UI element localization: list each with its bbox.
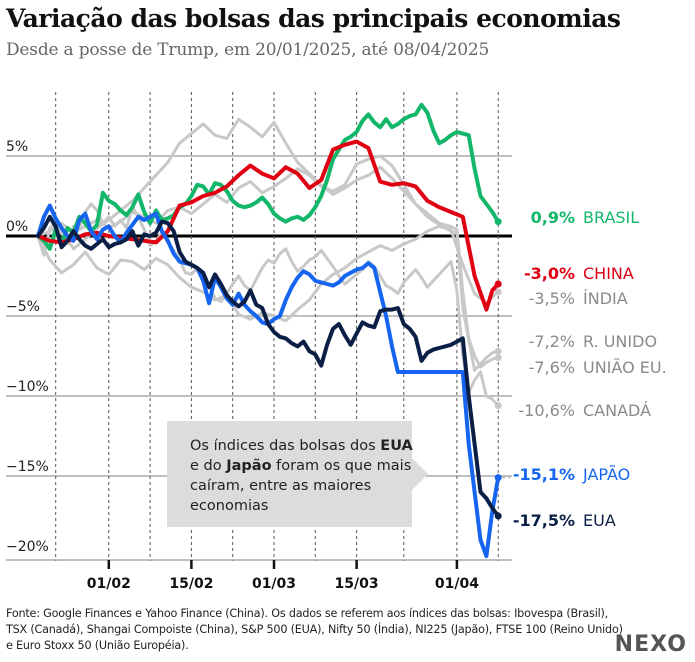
series-endpoint-eua bbox=[494, 512, 502, 520]
series-endpoint-r-unido bbox=[494, 347, 502, 355]
y-tick-label: −15% bbox=[6, 459, 49, 475]
annotation-fragment: e do bbox=[190, 458, 227, 474]
x-tick-label: 15/02 bbox=[169, 576, 213, 592]
annotation-emphasis: EUA bbox=[380, 438, 413, 454]
source-note: Fonte: Google Finances e Yahoo Finance (… bbox=[6, 607, 623, 652]
y-axis-ticks: 5% 0% −5% −10% −15% −20% bbox=[6, 139, 49, 555]
x-tick-label: 01/03 bbox=[252, 576, 296, 592]
x-tick-label: 15/03 bbox=[335, 576, 379, 592]
end-name-canada: CANADÁ bbox=[583, 401, 651, 420]
x-tick-label: 01/02 bbox=[87, 576, 131, 592]
nexo-logo: NEXO bbox=[614, 632, 687, 657]
end-value-china: -3,0% bbox=[524, 264, 575, 283]
series-endpoint-canada bbox=[494, 402, 502, 410]
end-name-uniao-eu: UNIÃO EU. bbox=[583, 358, 667, 377]
x-axis-ticks: 01/02 15/02 01/03 15/03 01/04 bbox=[87, 560, 479, 592]
annotation-fragment: foram os que mais caíram, entre as maior… bbox=[190, 458, 412, 514]
background-series bbox=[36, 117, 502, 410]
chart-title: Variação das bolsas das principais econo… bbox=[6, 4, 621, 33]
series-endpoint-china bbox=[494, 280, 502, 288]
y-tick-label: −5% bbox=[6, 299, 40, 315]
series-line-uniao-eu bbox=[36, 117, 500, 369]
annotation-emphasis: Japão bbox=[226, 458, 272, 474]
annotation-fragment: Os índices das bolsas dos bbox=[190, 438, 381, 454]
x-tick-label: 01/04 bbox=[435, 576, 479, 592]
end-value-brasil: 0,9% bbox=[531, 208, 575, 227]
end-name-eua: EUA bbox=[583, 511, 616, 530]
end-value-india: -3,5% bbox=[529, 289, 575, 308]
end-name-brasil: BRASIL bbox=[583, 208, 639, 227]
annotation-text: Os índices das bolsas dos EUA e do Japão… bbox=[190, 436, 420, 516]
end-name-r-unido: R. UNIDO bbox=[583, 332, 657, 351]
series-line-india bbox=[36, 224, 500, 323]
y-tick-label: −10% bbox=[6, 379, 49, 395]
annotation-pointer bbox=[412, 458, 428, 490]
y-tick-label: 0% bbox=[6, 219, 28, 235]
end-value-r-unido: -7,2% bbox=[529, 332, 575, 351]
end-value-eua: -17,5% bbox=[513, 511, 575, 530]
highlighted-series bbox=[36, 102, 502, 558]
end-name-china: CHINA bbox=[583, 264, 634, 283]
end-labels: -10,6% CANADÁ -7,2% R. UNIDO -7,6% UNIÃO EU. -… bbox=[502, 208, 667, 530]
end-value-uniao-eu: -7,6% bbox=[529, 358, 575, 377]
y-tick-label: 5% bbox=[6, 139, 28, 155]
series-endpoint-japao bbox=[494, 474, 502, 482]
end-value-japao: -15,1% bbox=[513, 465, 575, 484]
series-line-r-unido bbox=[36, 154, 500, 372]
line-chart: 5% 0% −5% −10% −15% −20% 01/02 15/02 01/03 15/03… bbox=[6, 92, 667, 592]
annotation-box bbox=[167, 421, 412, 527]
chart-subtitle: Desde a posse de Trump, em 20/01/2025, a… bbox=[6, 40, 490, 60]
series-endpoint-brasil bbox=[494, 218, 502, 226]
series-endpoint-uniao-eu bbox=[494, 354, 502, 362]
series-line-brasil bbox=[36, 102, 501, 251]
end-value-canada: -10,6% bbox=[518, 401, 575, 420]
end-name-japao: JAPÃO bbox=[582, 465, 630, 484]
series-endpoint-india bbox=[494, 288, 502, 296]
series-line-eua bbox=[36, 214, 501, 518]
end-name-india: ÍNDIA bbox=[583, 289, 628, 308]
y-tick-label: −20% bbox=[6, 539, 49, 555]
